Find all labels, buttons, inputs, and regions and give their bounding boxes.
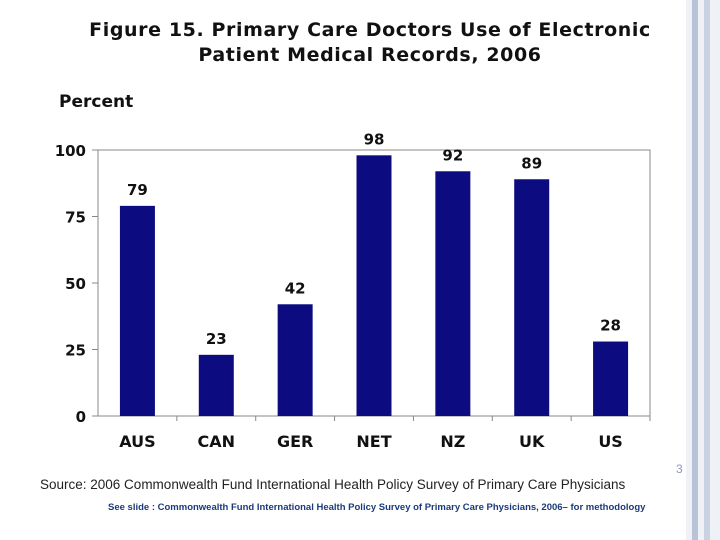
slide-number: 3: [676, 462, 683, 476]
slide-border-decoration: [686, 0, 720, 540]
y-tick-label: 50: [65, 275, 86, 293]
x-tick-label: CAN: [198, 432, 236, 451]
methodology-note: See slide : Commonwealth Fund Internatio…: [108, 502, 646, 513]
bar: [119, 205, 155, 416]
slide-border-line: [692, 0, 698, 540]
data-label: 42: [285, 279, 306, 297]
y-tick-label: 100: [55, 142, 86, 160]
data-label: 28: [600, 317, 621, 335]
x-tick-label: UK: [519, 432, 545, 451]
x-tick-label: US: [598, 432, 623, 451]
bar: [514, 179, 550, 416]
bar: [356, 155, 392, 416]
data-label: 98: [364, 130, 385, 148]
y-tick-label: 0: [76, 408, 86, 426]
bar: [277, 304, 313, 416]
bar-chart: 0 25 50 75 100 79 AUS 23 CAN 42 GER 98 NET 92 NZ 89 UK 28…: [55, 130, 651, 451]
x-tick-label: NET: [356, 432, 391, 451]
x-tick-label: AUS: [119, 432, 155, 451]
y-axis-label: Percent: [59, 92, 134, 112]
y-tick-label: 25: [65, 342, 86, 360]
x-tick-label: GER: [277, 432, 313, 451]
bar: [593, 341, 629, 416]
source-text: Source: 2006 Commonwealth Fund Internati…: [40, 477, 626, 492]
data-label: 89: [521, 154, 542, 172]
bar: [435, 171, 471, 416]
slide-border-line: [704, 0, 710, 540]
chart-title-line-1: Figure 15. Primary Care Doctors Use of E…: [89, 19, 651, 41]
data-label: 92: [442, 146, 463, 164]
chart-title-line-2: Patient Medical Records, 2006: [198, 44, 542, 66]
data-label: 23: [206, 330, 227, 348]
chart-title: Figure 15. Primary Care Doctors Use of E…: [40, 18, 700, 68]
data-label: 79: [127, 181, 148, 199]
y-tick-label: 75: [65, 209, 86, 227]
x-tick-label: NZ: [440, 432, 465, 451]
bar: [198, 354, 234, 416]
